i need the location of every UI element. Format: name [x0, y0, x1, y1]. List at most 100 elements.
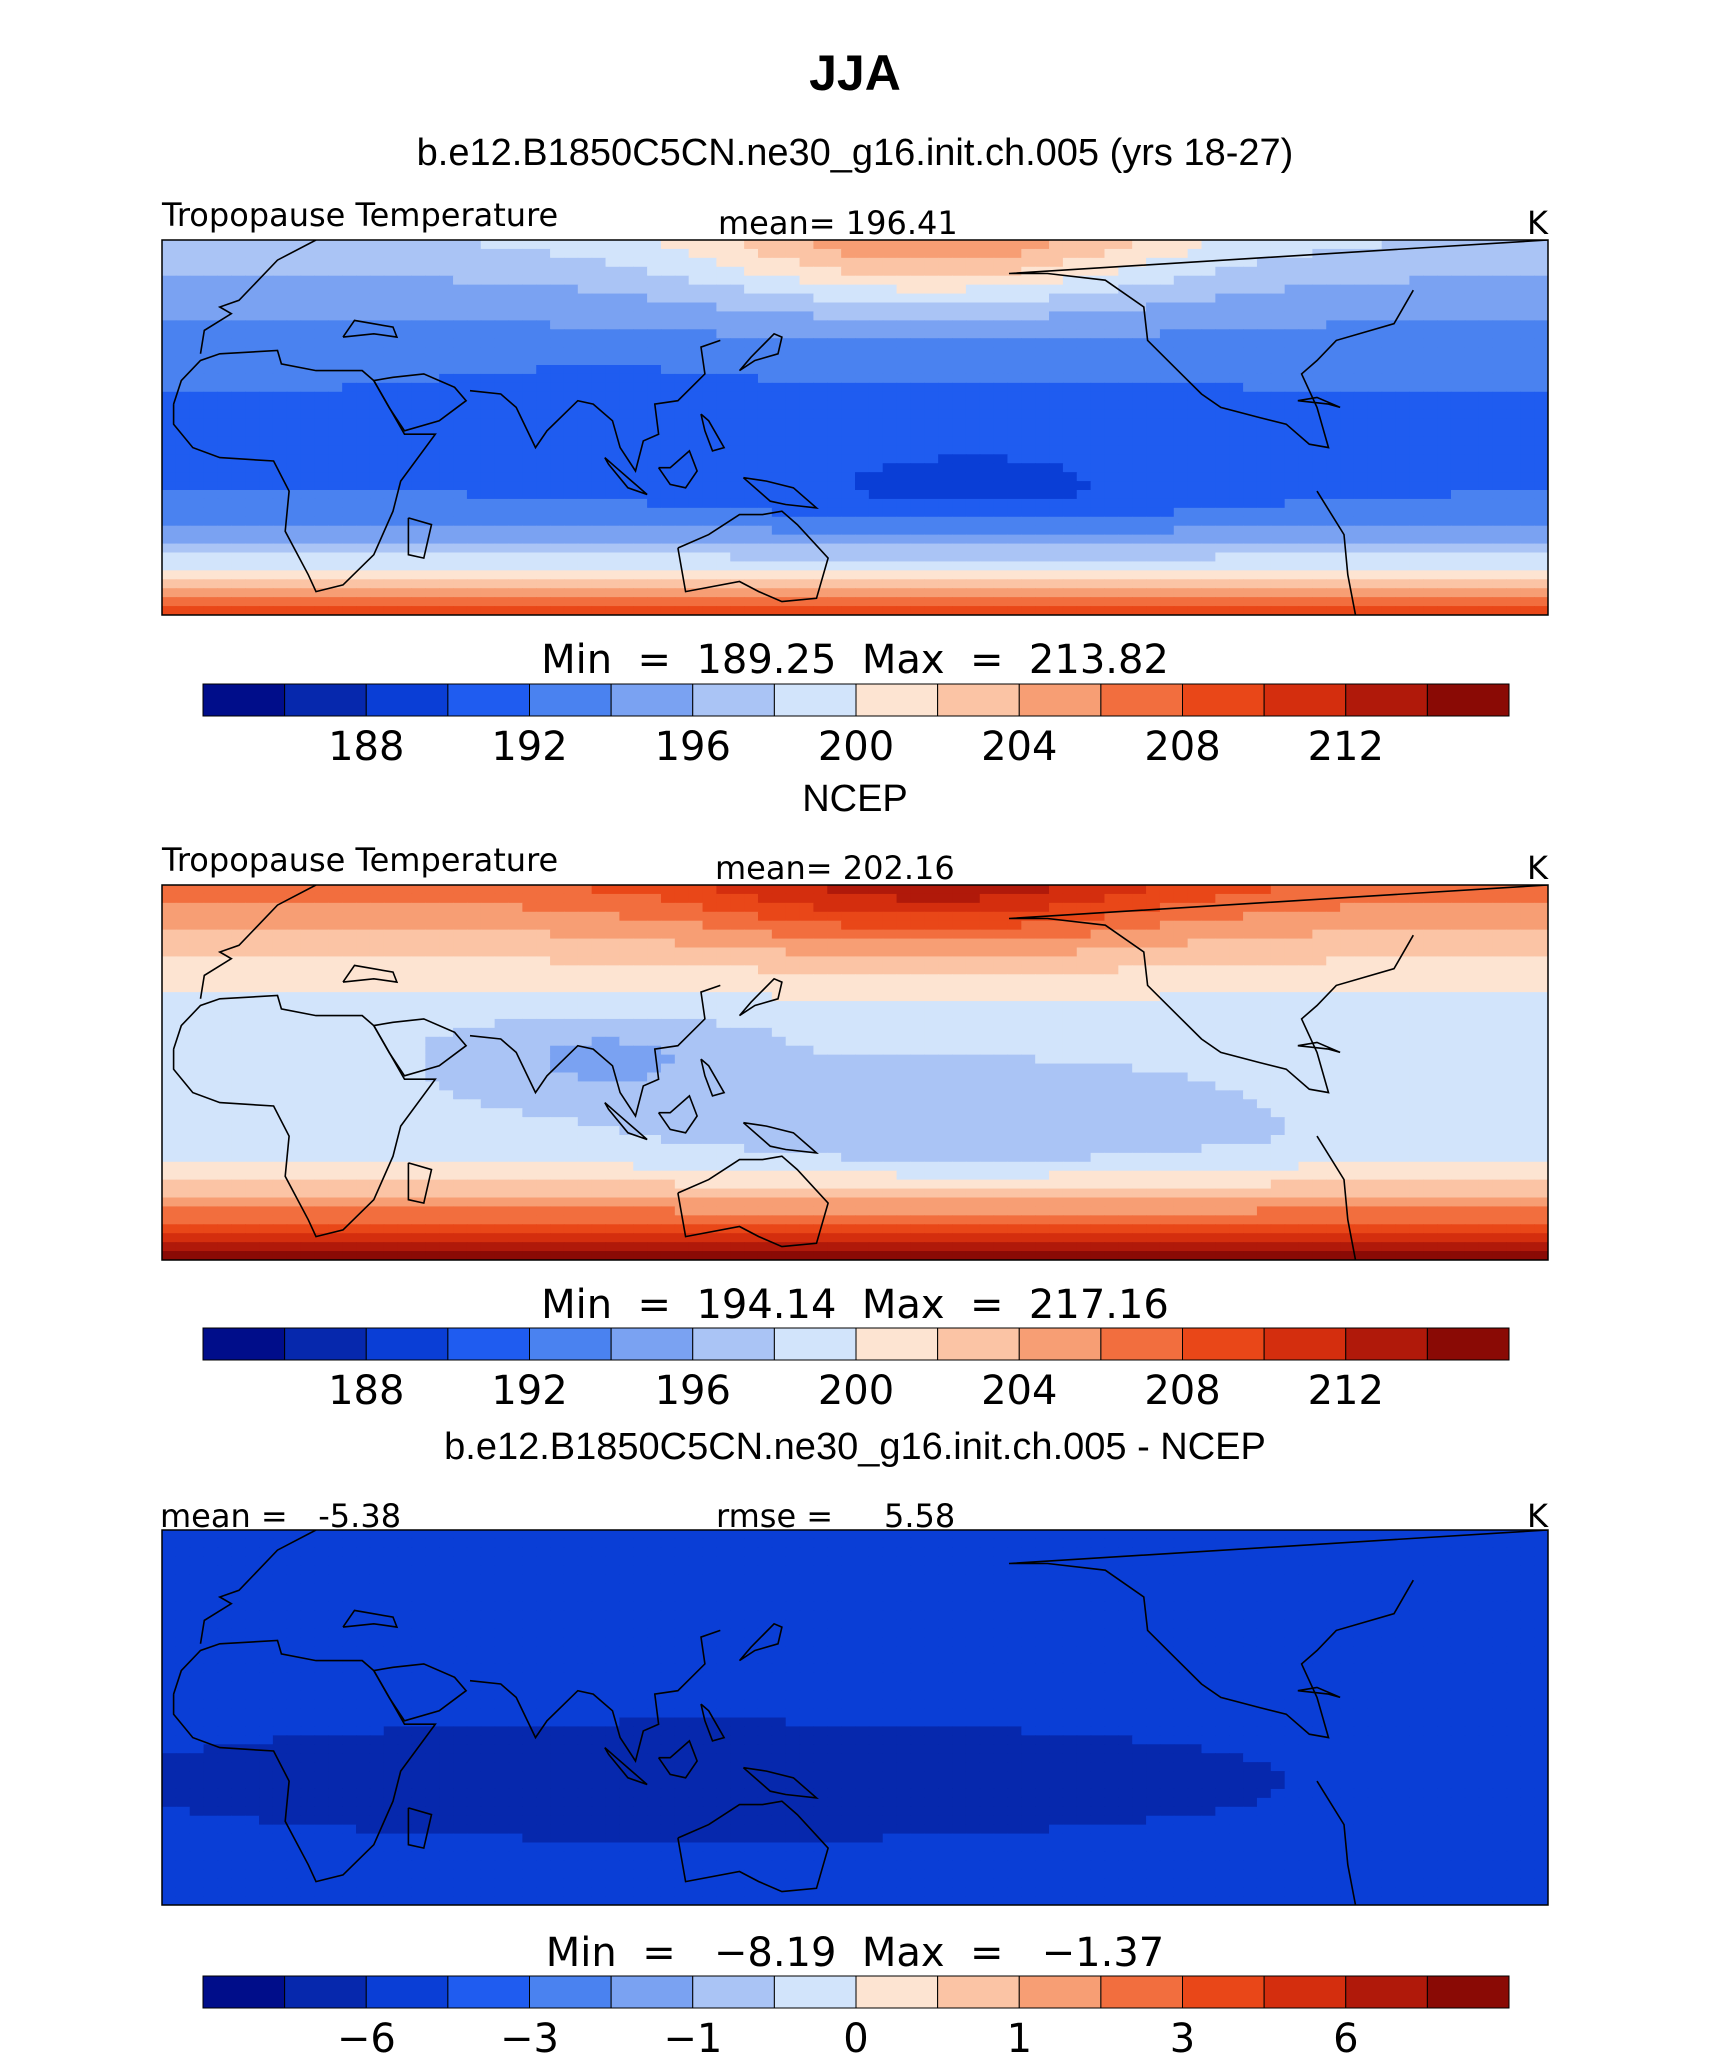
field-cell: [771, 885, 787, 895]
field-cell: [605, 391, 620, 402]
field-cell: [757, 248, 773, 259]
field-cell: [1450, 427, 1466, 438]
field-cell: [799, 427, 815, 438]
field-cell: [1450, 418, 1466, 429]
field-cell: [1506, 490, 1521, 500]
field-cell: [563, 534, 579, 545]
field-cell: [1256, 481, 1272, 491]
field-cell: [1520, 320, 1535, 330]
field-cell: [272, 418, 288, 429]
field-cell: [1450, 885, 1466, 895]
field-cell: [1062, 938, 1078, 949]
field-cell: [245, 409, 260, 420]
field-cell: [896, 347, 912, 357]
field-cell: [1256, 490, 1272, 500]
field-cell: [633, 606, 648, 615]
field-cell: [660, 570, 676, 580]
field-cell: [1534, 284, 1548, 295]
colorbar-swatch: [365, 683, 449, 717]
field-cell: [1520, 248, 1535, 259]
field-cell: [1326, 436, 1341, 446]
field-cell: [827, 561, 842, 571]
field-cell: [563, 240, 579, 250]
field-cell: [272, 302, 288, 313]
field-cell: [660, 472, 676, 482]
field-cell: [841, 400, 856, 411]
field-cell: [730, 570, 745, 580]
field-cell: [369, 498, 385, 509]
field-cell: [369, 588, 385, 598]
field-cell: [1520, 920, 1535, 931]
field-cell: [1035, 490, 1050, 500]
field-cell: [1049, 911, 1064, 922]
mean-label: mean= 196.41: [718, 204, 958, 242]
field-cell: [799, 275, 815, 286]
field-cell: [1340, 472, 1355, 482]
field-cell: [1450, 938, 1466, 949]
field-cell: [1340, 347, 1355, 357]
field-cell: [300, 472, 316, 482]
field-cell: [397, 588, 413, 598]
field-cell: [674, 498, 690, 509]
field-cell: [1256, 893, 1272, 904]
field-cell: [1381, 365, 1397, 375]
field-cell: [716, 570, 731, 580]
field-cell: [369, 311, 385, 321]
field-cell: [1173, 893, 1189, 904]
field-cell: [1409, 490, 1424, 500]
field-cell: [369, 920, 385, 931]
field-cell: [1215, 929, 1230, 940]
field-cell: [1132, 534, 1147, 545]
field-cell: [1353, 311, 1369, 321]
field-cell: [757, 400, 773, 411]
field-cell: [591, 490, 607, 500]
field-cell: [1506, 445, 1521, 455]
field-cell: [342, 275, 357, 286]
field-cell: [938, 347, 953, 357]
field-cell: [259, 293, 274, 304]
field-cell: [286, 481, 302, 491]
field-cell: [785, 463, 801, 473]
field-cell: [771, 382, 787, 393]
field-cell: [550, 597, 565, 607]
field-cell: [162, 311, 177, 321]
field-cell: [868, 597, 884, 607]
field-cell: [1201, 391, 1216, 402]
field-cell: [855, 248, 870, 259]
field-cell: [342, 257, 357, 268]
field-cell: [1395, 284, 1410, 295]
field-cell: [383, 902, 399, 913]
field-cell: [619, 579, 634, 589]
field-cell: [813, 311, 828, 321]
colorbar-swatch: [1345, 683, 1428, 717]
field-cell: [813, 929, 828, 940]
field-cell: [1021, 454, 1036, 464]
field-cell: [730, 561, 745, 571]
field-cell: [203, 516, 219, 527]
field-cell: [300, 938, 316, 949]
field-cell: [480, 552, 496, 563]
field-cell: [1132, 561, 1147, 571]
field-cell: [162, 436, 177, 446]
field-cell: [827, 579, 842, 589]
field-cell: [702, 347, 717, 357]
field-cell: [1534, 257, 1548, 268]
field-cell: [855, 516, 870, 527]
field-cell: [979, 311, 995, 321]
field-cell: [882, 365, 898, 375]
field-cell: [896, 338, 912, 348]
field-cell: [1201, 472, 1216, 482]
field-cell: [1201, 498, 1216, 509]
field-cell: [259, 516, 274, 527]
field-cell: [813, 409, 828, 420]
field-cell: [577, 507, 593, 518]
field-cell: [480, 561, 496, 571]
field-cell: [203, 454, 219, 464]
field-cell: [785, 347, 801, 357]
field-cell: [439, 338, 454, 348]
field-cell: [480, 356, 496, 366]
field-cell: [356, 436, 371, 446]
field-cell: [591, 893, 607, 904]
field-cell: [993, 893, 1009, 904]
field-cell: [314, 418, 329, 429]
